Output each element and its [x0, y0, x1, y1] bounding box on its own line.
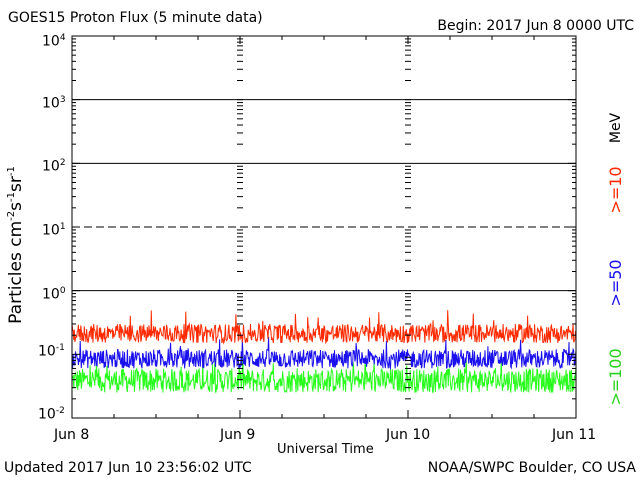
y-tick-label: 103 [42, 95, 66, 112]
x-tick-label: Jun 10 [386, 427, 431, 443]
x-tick-label: Jun 8 [54, 427, 90, 443]
legend-ge50: >=50 [606, 259, 625, 307]
credit-label: NOAA/SWPC Boulder, CO USA [427, 460, 636, 476]
y-tick-label: 100 [42, 286, 66, 303]
y-tick-label: 102 [42, 158, 66, 175]
series-layer [71, 310, 577, 393]
grid-layer [72, 99, 576, 292]
legend-mev: MeV [608, 112, 624, 144]
y-tick-label: 101 [42, 222, 66, 239]
y-tick-label: 10-2 [38, 406, 65, 423]
chart-title: GOES15 Proton Flux (5 minute data) [8, 10, 263, 26]
x-axis-label: Universal Time [277, 442, 374, 457]
series-line [71, 310, 577, 345]
y-tick-label: 10-1 [38, 343, 65, 360]
y-axis-label: Particles cm-2s-1sr-1 [5, 166, 26, 324]
updated-label: Updated 2017 Jun 10 23:56:02 UTC [4, 460, 252, 476]
x-tick-label: Jun 11 [552, 427, 597, 443]
series-line [71, 357, 577, 393]
series-line [71, 336, 577, 371]
y-tick-label: 104 [42, 33, 66, 50]
x-tick-label: Jun 9 [220, 427, 256, 443]
tick-layer [71, 35, 577, 419]
legend-ge100: >=100 [606, 348, 625, 406]
legend-ge10: >=10 [606, 166, 625, 214]
begin-label: Begin: 2017 Jun 8 0000 UTC [437, 18, 634, 34]
